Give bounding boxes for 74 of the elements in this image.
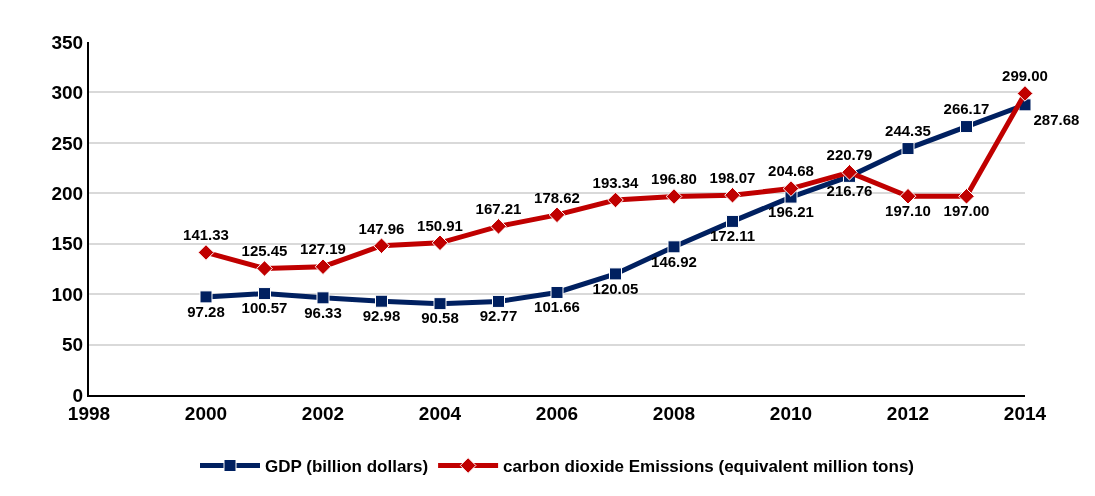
point bbox=[316, 291, 330, 305]
point bbox=[960, 120, 973, 134]
point bbox=[609, 267, 622, 281]
data-label: 266.17 bbox=[943, 100, 990, 118]
x-tick-label: 2004 bbox=[418, 402, 462, 424]
data-label: 287.68 bbox=[1033, 110, 1080, 128]
x-tick-label: 2012 bbox=[886, 402, 930, 424]
point bbox=[667, 240, 681, 254]
data-label: 90.58 bbox=[421, 309, 459, 327]
point bbox=[431, 234, 449, 252]
y-tick-label: 100 bbox=[51, 283, 84, 305]
data-label: 193.34 bbox=[592, 173, 640, 191]
y-tick-label: 300 bbox=[51, 82, 84, 104]
data-label: 220.79 bbox=[826, 146, 873, 164]
data-label: 100.57 bbox=[241, 299, 288, 317]
point bbox=[373, 237, 390, 255]
y-tick-label: 350 bbox=[51, 31, 84, 53]
point bbox=[726, 214, 739, 228]
data-label: 244.35 bbox=[885, 122, 931, 140]
legend-label: carbon dioxide Emissions (equivalent million tons) bbox=[503, 457, 914, 477]
point bbox=[199, 290, 213, 304]
x-tick-label: 2014 bbox=[1003, 402, 1047, 424]
data-label: 172.11 bbox=[709, 227, 756, 245]
point bbox=[548, 206, 566, 224]
data-label: 97.28 bbox=[187, 302, 225, 320]
data-label: 197.00 bbox=[943, 202, 990, 220]
data-label: 127.19 bbox=[300, 240, 346, 258]
legend-label: GDP (billion dollars) bbox=[265, 457, 429, 477]
point bbox=[665, 188, 683, 205]
data-label: 96.33 bbox=[304, 303, 342, 321]
data-label: 198.07 bbox=[709, 168, 756, 186]
point bbox=[550, 285, 564, 299]
point bbox=[433, 297, 447, 311]
point bbox=[490, 218, 507, 235]
data-label: 204.68 bbox=[768, 162, 814, 180]
point bbox=[841, 164, 858, 181]
data-label: 141.33 bbox=[183, 226, 229, 244]
point bbox=[607, 191, 624, 209]
data-label: 147.96 bbox=[358, 219, 405, 237]
y-tick-label: 150 bbox=[51, 233, 84, 255]
data-label: 120.05 bbox=[592, 279, 639, 297]
data-label: 92.98 bbox=[362, 306, 401, 324]
point bbox=[724, 186, 741, 204]
point bbox=[314, 258, 332, 276]
data-label: 178.62 bbox=[534, 188, 580, 206]
x-tick-label: 2000 bbox=[184, 402, 228, 424]
data-label: 299.00 bbox=[1002, 67, 1048, 85]
point bbox=[197, 244, 215, 261]
point bbox=[958, 188, 975, 205]
y-tick-label: 200 bbox=[51, 182, 84, 204]
point bbox=[492, 294, 505, 308]
data-label: 101.66 bbox=[534, 298, 580, 316]
point bbox=[375, 294, 388, 308]
point bbox=[899, 187, 917, 205]
data-label: 167.21 bbox=[475, 200, 522, 218]
point bbox=[782, 180, 800, 197]
y-tick-label: 250 bbox=[51, 132, 84, 154]
x-tick-label: 2010 bbox=[769, 402, 813, 424]
data-label: 146.92 bbox=[651, 252, 697, 270]
data-label: 216.76 bbox=[826, 182, 873, 200]
point bbox=[1016, 85, 1034, 102]
y-tick-label: 50 bbox=[62, 334, 84, 356]
point bbox=[256, 260, 273, 277]
point bbox=[258, 287, 271, 301]
data-label: 92.77 bbox=[479, 307, 518, 325]
data-label: 196.80 bbox=[651, 170, 697, 188]
data-label: 196.21 bbox=[768, 202, 814, 220]
point bbox=[901, 142, 915, 156]
x-tick-label: 2002 bbox=[301, 402, 345, 424]
x-tick-label: 2006 bbox=[535, 402, 579, 424]
data-label: 150.91 bbox=[417, 216, 463, 234]
data-label: 125.45 bbox=[241, 242, 288, 260]
data-label: 197.10 bbox=[885, 201, 931, 219]
x-tick-label: 2008 bbox=[652, 402, 696, 424]
